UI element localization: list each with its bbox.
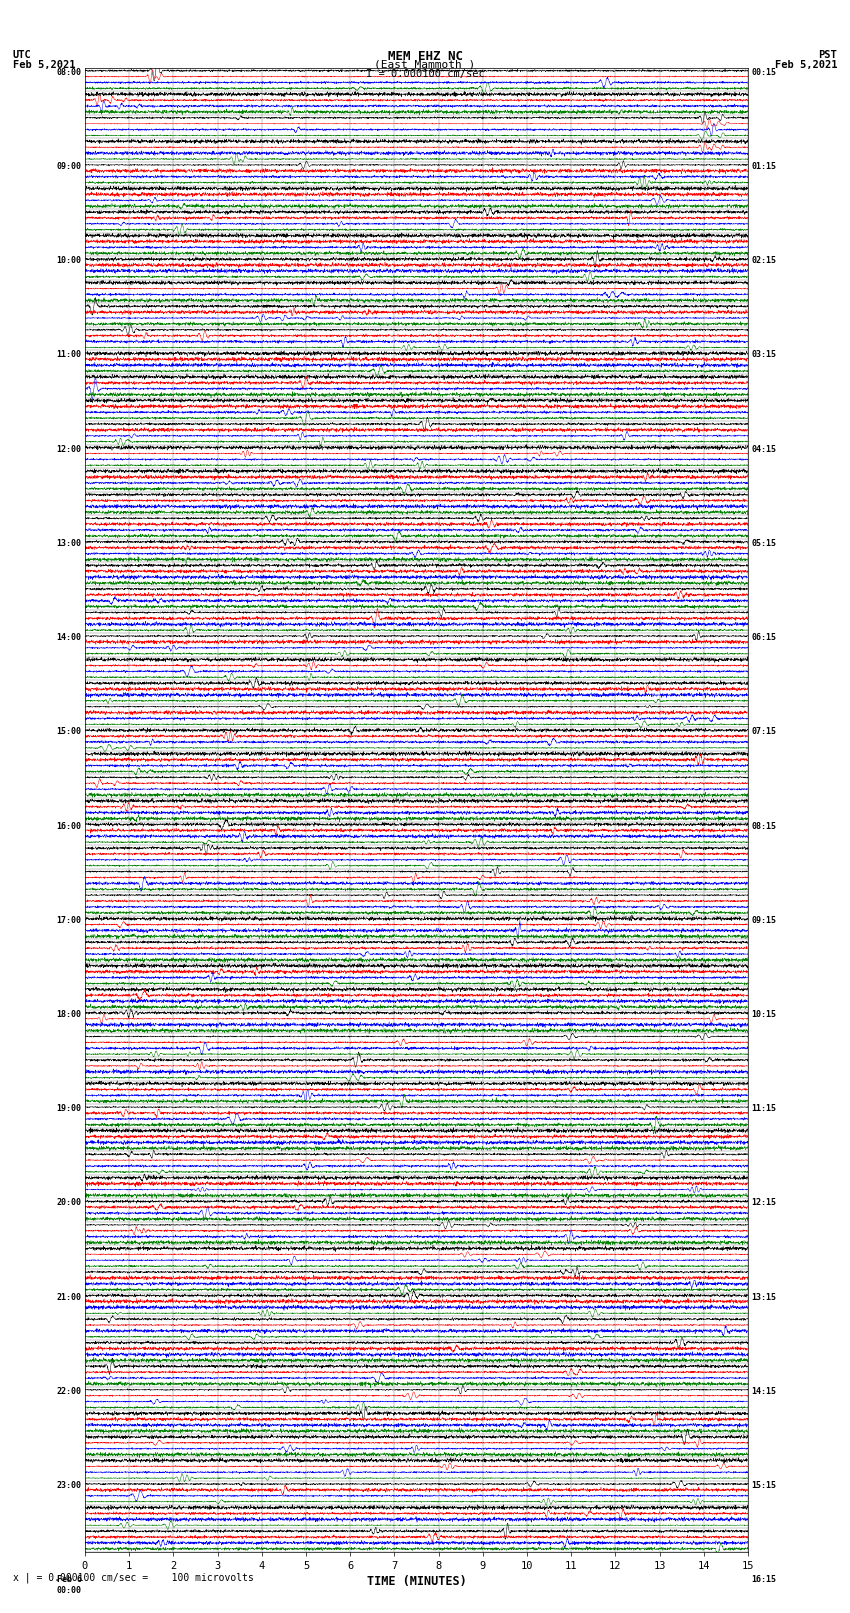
Text: 17:00: 17:00 — [57, 916, 82, 924]
Text: Feb 5,2021: Feb 5,2021 — [13, 60, 76, 69]
Text: 16:15: 16:15 — [751, 1576, 776, 1584]
Text: 13:00: 13:00 — [57, 539, 82, 548]
Text: 11:00: 11:00 — [57, 350, 82, 360]
Text: 13:15: 13:15 — [751, 1292, 776, 1302]
Text: 09:15: 09:15 — [751, 916, 776, 924]
Text: 04:15: 04:15 — [751, 445, 776, 453]
Text: 21:00: 21:00 — [57, 1292, 82, 1302]
Text: 10:00: 10:00 — [57, 256, 82, 265]
Text: 08:00: 08:00 — [57, 68, 82, 77]
Text: 11:15: 11:15 — [751, 1105, 776, 1113]
Text: 14:00: 14:00 — [57, 632, 82, 642]
Text: 23:00: 23:00 — [57, 1481, 82, 1490]
Text: 18:00: 18:00 — [57, 1010, 82, 1019]
Text: 20:00: 20:00 — [57, 1198, 82, 1208]
Text: UTC: UTC — [13, 50, 31, 60]
Text: 22:00: 22:00 — [57, 1387, 82, 1395]
Text: 12:00: 12:00 — [57, 445, 82, 453]
Text: Feb 5,2021: Feb 5,2021 — [774, 60, 837, 69]
Text: 08:15: 08:15 — [751, 821, 776, 831]
Text: Feb 6
00:00: Feb 6 00:00 — [57, 1576, 82, 1595]
Text: 06:15: 06:15 — [751, 632, 776, 642]
Text: (East Mammoth ): (East Mammoth ) — [374, 60, 476, 69]
Text: 05:15: 05:15 — [751, 539, 776, 548]
Text: MEM EHZ NC: MEM EHZ NC — [388, 50, 462, 63]
Text: 01:15: 01:15 — [751, 161, 776, 171]
Text: 00:15: 00:15 — [751, 68, 776, 77]
Text: 15:15: 15:15 — [751, 1481, 776, 1490]
Text: 09:00: 09:00 — [57, 161, 82, 171]
Text: 14:15: 14:15 — [751, 1387, 776, 1395]
Text: 03:15: 03:15 — [751, 350, 776, 360]
Text: I = 0.000100 cm/sec: I = 0.000100 cm/sec — [366, 69, 484, 79]
Text: x | = 0.000100 cm/sec =    100 microvolts: x | = 0.000100 cm/sec = 100 microvolts — [13, 1573, 253, 1584]
Text: 15:00: 15:00 — [57, 727, 82, 736]
Text: 10:15: 10:15 — [751, 1010, 776, 1019]
Text: 07:15: 07:15 — [751, 727, 776, 736]
X-axis label: TIME (MINUTES): TIME (MINUTES) — [366, 1574, 467, 1587]
Text: 02:15: 02:15 — [751, 256, 776, 265]
Text: PST: PST — [819, 50, 837, 60]
Text: 12:15: 12:15 — [751, 1198, 776, 1208]
Text: 16:00: 16:00 — [57, 821, 82, 831]
Text: 19:00: 19:00 — [57, 1105, 82, 1113]
